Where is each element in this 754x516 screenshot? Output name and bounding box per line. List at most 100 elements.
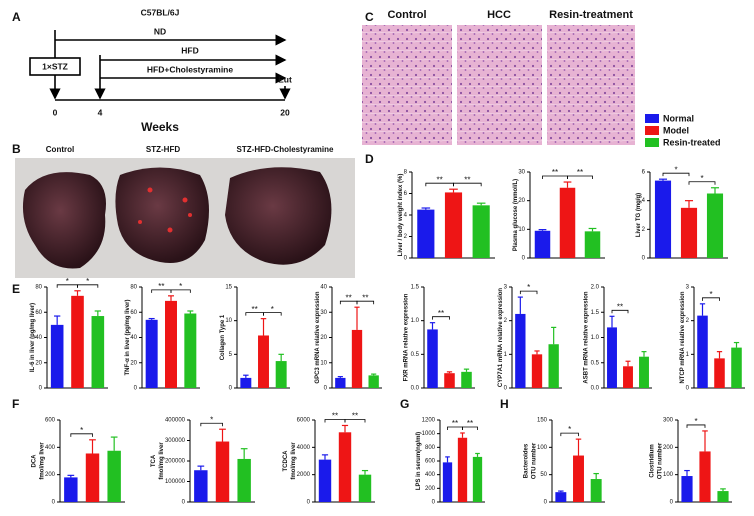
arm-label: HFD+Cholestyramine bbox=[147, 64, 233, 74]
y-tick-label: 80 bbox=[130, 285, 137, 291]
y-tick-label: 150 bbox=[537, 418, 548, 424]
y-tick-label: 5 bbox=[229, 352, 233, 358]
significance-label: * bbox=[179, 282, 182, 291]
significance-bracket bbox=[662, 172, 690, 177]
bar bbox=[194, 470, 208, 502]
histology bbox=[547, 25, 635, 145]
y-tick-label: 50 bbox=[540, 472, 547, 478]
error-bar bbox=[361, 469, 369, 475]
y-tick-label: 1.5 bbox=[591, 310, 600, 316]
y-axis-label: TNF-α in liver (pg/mg liver) bbox=[125, 299, 131, 375]
y-tick-label: 300000 bbox=[165, 438, 186, 444]
bar bbox=[442, 462, 453, 502]
y-tick-label: 1000 bbox=[422, 431, 436, 437]
bar bbox=[145, 319, 158, 388]
significance-bracket bbox=[560, 432, 579, 437]
bar bbox=[531, 354, 543, 388]
legend-swatch bbox=[645, 138, 659, 147]
significance-label: * bbox=[86, 277, 89, 286]
error-bar bbox=[187, 310, 194, 314]
panel-label: F bbox=[12, 397, 19, 411]
y-tick-label: 0.5 bbox=[591, 360, 600, 366]
error-bar bbox=[89, 439, 96, 454]
significance-label: ** bbox=[552, 168, 558, 177]
arm-label: HFD bbox=[181, 45, 198, 55]
y-tick-label: 1 bbox=[504, 352, 508, 358]
y-axis-label: OTU number bbox=[531, 442, 537, 479]
panel-label: D bbox=[365, 152, 374, 166]
y-tick-label: 0 bbox=[404, 256, 408, 262]
error-bar bbox=[538, 229, 547, 231]
histology-label: Control bbox=[387, 9, 426, 21]
y-tick-label: 200 bbox=[425, 486, 436, 492]
y-axis-label: ASBT mRNA relative expression bbox=[583, 291, 589, 383]
y-tick-label: 0 bbox=[229, 386, 233, 392]
week: 20 bbox=[280, 107, 290, 117]
bar bbox=[714, 358, 725, 388]
bar bbox=[515, 313, 526, 388]
y-axis-label: Collagen Type 1 bbox=[220, 314, 226, 360]
timeline bbox=[29, 30, 291, 101]
error-bar bbox=[421, 207, 431, 210]
bar bbox=[590, 479, 602, 502]
significance-bracket bbox=[567, 175, 593, 180]
y-tick-label: 1 bbox=[686, 352, 690, 358]
bar bbox=[215, 441, 230, 502]
significance-bracket bbox=[170, 289, 191, 293]
y-axis-label: GPC3 mRNA relative expression bbox=[315, 291, 321, 383]
y-tick-label: 2 bbox=[404, 234, 408, 240]
y-tick-label: 6 bbox=[642, 170, 646, 176]
y-tick-label: 30 bbox=[518, 170, 525, 176]
significance-bracket bbox=[200, 422, 223, 427]
y-tick-label: 0 bbox=[432, 500, 436, 506]
error-bar bbox=[74, 290, 81, 296]
y-tick-label: 200 bbox=[663, 445, 674, 451]
significance-label: * bbox=[66, 277, 69, 286]
error-bar bbox=[54, 315, 61, 325]
bar bbox=[607, 327, 617, 388]
significance-label: * bbox=[700, 174, 703, 183]
y-tick-label: 3 bbox=[504, 285, 508, 291]
y-tick-label: 40 bbox=[320, 285, 327, 291]
error-bar bbox=[684, 200, 694, 208]
y-tick-label: 4000 bbox=[297, 445, 311, 451]
y-tick-label: 400 bbox=[425, 472, 436, 478]
y-tick-label: 4 bbox=[404, 213, 408, 219]
bar bbox=[165, 300, 177, 388]
y-tick-label: 60 bbox=[35, 310, 42, 316]
bar bbox=[318, 459, 332, 502]
bar bbox=[534, 230, 551, 258]
legend-label: Resin-treated bbox=[663, 137, 721, 147]
error-bar bbox=[337, 376, 343, 378]
y-tick-label: 0 bbox=[686, 386, 690, 392]
error-bar bbox=[517, 296, 523, 314]
bar bbox=[417, 209, 435, 258]
error-bar bbox=[733, 341, 740, 348]
bar bbox=[258, 335, 269, 388]
significance-label: * bbox=[709, 290, 712, 299]
error-bar bbox=[67, 474, 75, 478]
y-tick-label: 300 bbox=[663, 418, 674, 424]
error-bar bbox=[710, 187, 720, 194]
error-bar bbox=[341, 424, 349, 433]
error-bar bbox=[609, 315, 615, 328]
bar bbox=[275, 361, 287, 388]
error-bar bbox=[110, 436, 118, 451]
y-axis-label: Plasma glucose (mmol/L) bbox=[513, 179, 519, 251]
bar bbox=[351, 329, 363, 388]
y-tick-label: 600 bbox=[425, 459, 436, 465]
histology-label: Resin-treatment bbox=[549, 9, 633, 21]
error-bar bbox=[658, 178, 668, 181]
significance-label: * bbox=[527, 283, 530, 292]
y-axis-label: NTCP mRNA relative expression bbox=[680, 291, 686, 383]
y-axis-label: fmol/mg liver bbox=[39, 442, 45, 480]
y-axis-label: fmol/mg liver bbox=[291, 442, 297, 480]
y-tick-label: 0 bbox=[522, 256, 526, 262]
significance-label: ** bbox=[438, 309, 444, 318]
y-axis-label: TCDCA bbox=[283, 450, 289, 472]
nodules bbox=[138, 187, 192, 233]
bar bbox=[50, 324, 64, 388]
significance-label: ** bbox=[346, 293, 352, 302]
significance-label: ** bbox=[352, 412, 358, 421]
